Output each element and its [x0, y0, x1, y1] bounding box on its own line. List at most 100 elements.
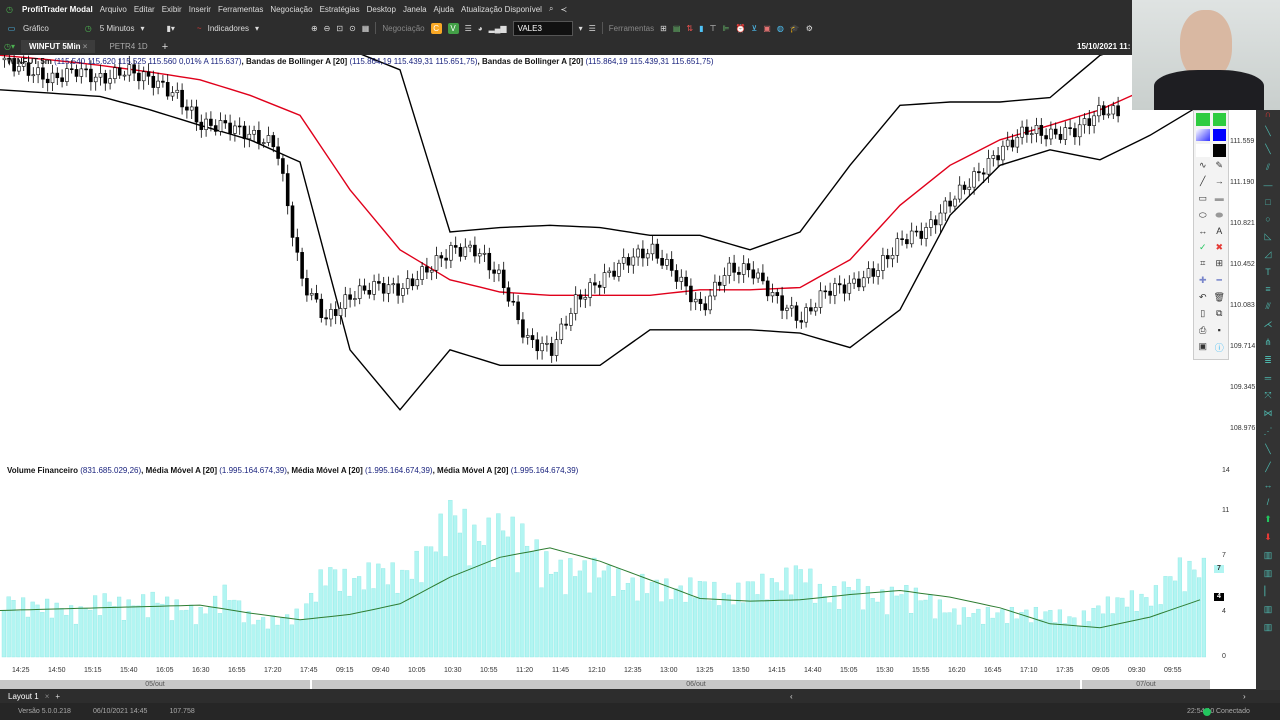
channel-icon[interactable]: ⫽: [1265, 162, 1270, 172]
clock-icon[interactable]: ◷▾: [4, 42, 15, 51]
fibonacci-icon[interactable]: ⫻: [1265, 301, 1271, 311]
pie-icon[interactable]: ◕: [477, 23, 483, 33]
trash-icon[interactable]: 🗑: [1213, 291, 1225, 302]
minus-icon[interactable]: ━: [1216, 274, 1222, 285]
color-black[interactable]: [1212, 144, 1226, 157]
zoom-fit-icon[interactable]: ⊡: [336, 23, 344, 33]
arrow-a2-icon[interactable]: ╱: [1265, 462, 1271, 472]
arrow-down-icon[interactable]: ⬇: [1264, 532, 1272, 542]
signal-icon[interactable]: ▂▄▆: [488, 23, 507, 33]
color-green[interactable]: [1196, 113, 1210, 126]
bars2-icon[interactable]: ▥: [1263, 568, 1273, 578]
ellipse-icon[interactable]: ⬭: [1198, 209, 1207, 220]
magnet-icon[interactable]: ∩: [1264, 109, 1272, 119]
search-icon[interactable]: ⌕: [548, 4, 554, 13]
symbol-input[interactable]: VALE3: [512, 20, 573, 36]
rectangle-icon[interactable]: □: [1265, 197, 1271, 207]
bands-icon[interactable]: ≡: [1265, 284, 1271, 294]
strategy-icon[interactable]: ▤: [672, 23, 681, 33]
bars-g-icon[interactable]: ▥: [1263, 622, 1273, 632]
add-tab-icon[interactable]: +: [161, 40, 169, 53]
menu-item[interactable]: Ferramentas: [217, 4, 264, 14]
delete-x-icon[interactable]: ✖: [1215, 241, 1224, 252]
times-trades-icon[interactable]: ⊤: [709, 23, 717, 33]
fan-icon[interactable]: ⋌: [1263, 319, 1273, 329]
indicators-button[interactable]: Indicadores: [207, 23, 249, 33]
menu-item[interactable]: Janela: [402, 4, 427, 14]
book-icon[interactable]: ▮: [699, 23, 704, 33]
horizontal-line-icon[interactable]: —: [1263, 180, 1273, 190]
print-icon[interactable]: ⎙: [1199, 324, 1207, 335]
menu-item[interactable]: Exibir: [161, 4, 182, 14]
time-axis[interactable]: 14:25 14:50 15:15 15:40 16:05 16:30 16:55 17:20…: [0, 667, 1212, 679]
list-icon[interactable]: ☰: [588, 23, 596, 33]
calendar-icon[interactable]: ▣: [763, 23, 771, 33]
grid-icon[interactable]: ▦: [361, 23, 370, 33]
image-icon[interactable]: ▣: [1198, 341, 1207, 352]
bars-icon[interactable]: ▥: [1263, 550, 1273, 560]
rectangle-icon[interactable]: ▭: [1198, 192, 1207, 203]
interval-select[interactable]: 5 Minutos: [99, 23, 135, 33]
close-icon[interactable]: ×: [44, 691, 50, 701]
menu-item[interactable]: Ajuda: [433, 4, 455, 14]
zoom-reset-icon[interactable]: ⊙: [349, 23, 356, 33]
save-icon[interactable]: ▪: [1217, 324, 1221, 335]
menu-item[interactable]: Editar: [133, 4, 155, 14]
text-icon[interactable]: A: [1216, 226, 1223, 237]
sell-icon[interactable]: V: [447, 22, 459, 34]
arrow-icon[interactable]: →: [1214, 176, 1224, 187]
slash-icon[interactable]: /: [1266, 497, 1270, 507]
menu-item[interactable]: Inserir: [188, 4, 211, 14]
menu-item[interactable]: Arquivo: [99, 4, 127, 14]
chevron-down-icon[interactable]: ▾: [140, 23, 145, 33]
zoom-out-icon[interactable]: ⊖: [323, 23, 331, 33]
text-icon[interactable]: T: [1265, 267, 1271, 277]
measure-icon[interactable]: ↔: [1198, 226, 1208, 237]
color-green[interactable]: [1212, 113, 1226, 126]
bars3-icon[interactable]: ▥: [1263, 604, 1273, 614]
cart-icon[interactable]: ⊻: [751, 23, 758, 33]
gann-icon[interactable]: ⋈: [1263, 408, 1273, 418]
fan-d-icon[interactable]: ⋰: [1263, 426, 1273, 436]
scroll-left-icon[interactable]: ‹: [790, 691, 793, 701]
pencil-icon[interactable]: ✎: [1215, 159, 1224, 170]
ellipse-icon[interactable]: ○: [1265, 214, 1271, 224]
new-file-icon[interactable]: ▯: [1200, 308, 1206, 319]
line-icon[interactable]: ╱: [1200, 176, 1206, 187]
measure-icon[interactable]: ↔: [1263, 480, 1273, 490]
menu-item[interactable]: Estratégias: [319, 4, 360, 14]
color-gradient[interactable]: [1196, 128, 1210, 142]
chart-plot[interactable]: [0, 55, 1212, 660]
tab-petr4[interactable]: PETR4 1D: [109, 42, 148, 51]
info-icon[interactable]: ⓘ: [1214, 343, 1224, 354]
menu-item[interactable]: Atualização Disponível: [461, 4, 542, 14]
arrows-icon[interactable]: ⇅: [686, 23, 694, 33]
pitchfork-icon[interactable]: ⋔: [1264, 337, 1272, 347]
bar-icon[interactable]: ▏: [1264, 586, 1272, 596]
share-icon[interactable]: ≺: [560, 4, 568, 14]
chevron-down-icon[interactable]: ▾: [254, 23, 259, 33]
layout-tab[interactable]: Layout 1: [8, 691, 39, 701]
volume-profile-icon[interactable]: ⊫: [722, 23, 730, 33]
tab-winfut[interactable]: WINFUT 5Min ×: [21, 40, 96, 53]
check-icon[interactable]: ✓: [1198, 241, 1207, 252]
segment-icon[interactable]: ╲: [1265, 144, 1271, 154]
undo-icon[interactable]: ↶: [1198, 291, 1207, 302]
chat-icon[interactable]: ◍: [776, 23, 784, 33]
parallel-icon[interactable]: ≣: [1264, 355, 1272, 365]
triangle-icon[interactable]: ◺: [1264, 231, 1272, 241]
color-blue[interactable]: [1212, 128, 1226, 142]
copy-icon[interactable]: ⧉: [1216, 308, 1223, 319]
add-layout-icon[interactable]: +: [55, 691, 61, 701]
scroll-right-icon[interactable]: ›: [1243, 691, 1246, 701]
education-icon[interactable]: 🎓: [789, 23, 800, 33]
menu-item[interactable]: Desktop: [366, 4, 396, 14]
filled-rectangle-icon[interactable]: ▬: [1214, 192, 1224, 203]
arc-icon[interactable]: ◿: [1264, 249, 1272, 259]
layout-icon[interactable]: ⊞: [660, 23, 667, 33]
buy-icon[interactable]: C: [430, 22, 442, 34]
chevron-down-icon[interactable]: ▾: [578, 23, 583, 33]
list-icon[interactable]: ☰: [464, 23, 472, 33]
expand-icon[interactable]: ⤧: [1264, 390, 1272, 400]
zoom-in-icon[interactable]: ⊕: [310, 23, 318, 33]
